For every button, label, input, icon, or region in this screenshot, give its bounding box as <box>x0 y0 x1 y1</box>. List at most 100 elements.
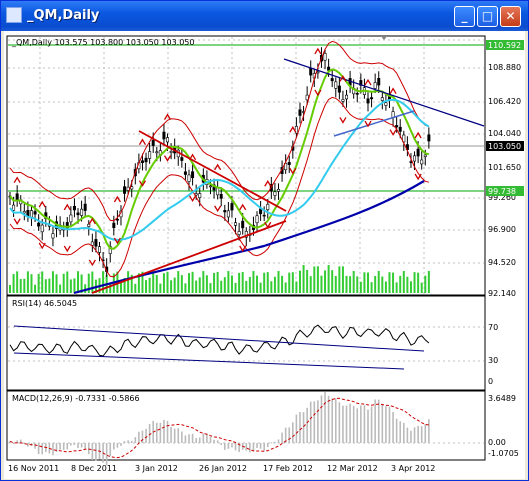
candle-body <box>420 159 424 165</box>
macd-histogram-bar <box>173 428 176 443</box>
volume-bar <box>270 281 273 293</box>
volume-bar <box>238 272 241 293</box>
candle-body <box>112 222 116 229</box>
fast-ma-line <box>9 68 430 250</box>
price-label: 106.420 <box>488 97 521 106</box>
macd-histogram-bar <box>216 440 219 443</box>
support-trendline <box>91 220 287 294</box>
price-chart[interactable]: _QM,Daily 103.575 103.800 103.050 103.05… <box>4 31 525 479</box>
volume-bar <box>298 270 301 293</box>
macd-histogram-bar <box>306 407 308 443</box>
macd-histogram-bar <box>159 422 162 443</box>
macd-histogram-bar <box>406 427 409 443</box>
macd-histogram-bar <box>84 443 86 449</box>
minimize-button[interactable]: _ <box>454 6 475 27</box>
macd-histogram-bar <box>259 443 262 449</box>
macd-histogram-bar <box>403 422 405 443</box>
candle-body <box>169 151 173 153</box>
volume-bar <box>220 280 223 293</box>
fractal-down-marker <box>364 120 372 128</box>
fractal-down-marker <box>414 173 422 181</box>
macd-histogram-bar <box>220 443 223 445</box>
volume-bar <box>55 274 58 293</box>
candle-body <box>94 239 98 247</box>
macd-histogram-bar <box>41 443 44 455</box>
macd-histogram-bar <box>270 442 273 444</box>
macd-histogram-bar <box>191 433 194 443</box>
macd-histogram-bar <box>80 443 83 448</box>
lower-level-tag <box>486 186 524 196</box>
volume-bar <box>341 266 344 293</box>
volume-bar <box>374 276 377 293</box>
candle-body <box>355 93 359 95</box>
volume-bar <box>273 276 276 293</box>
candle-body <box>151 139 155 146</box>
candle-body <box>323 53 327 61</box>
volume-bar <box>345 275 348 293</box>
maximize-button[interactable]: □ <box>477 6 498 27</box>
candle-body <box>276 188 280 192</box>
title-bar[interactable]: _QM,Daily _ □ ✕ <box>1 1 528 31</box>
candle-body <box>402 134 406 143</box>
volume-bar <box>363 272 366 293</box>
macd-histogram-bar <box>77 443 79 449</box>
macd-histogram-bar <box>231 443 233 448</box>
volume-bar <box>155 274 158 293</box>
volume-bar <box>288 272 291 293</box>
macd-histogram-bar <box>141 430 144 443</box>
volume-bar <box>44 279 47 293</box>
macd-histogram-bar <box>388 406 391 443</box>
macd-histogram-bar <box>138 431 140 443</box>
candle-body <box>305 94 309 101</box>
rsi-level-label: 0 <box>488 377 493 386</box>
macd-histogram-bar <box>327 395 330 443</box>
volume-bar <box>66 271 69 293</box>
candle-body <box>377 78 381 86</box>
volume-bar <box>388 272 391 293</box>
candle-body <box>37 222 41 227</box>
price-label: 108.880 <box>488 63 521 72</box>
macd-histogram-bar <box>130 440 133 443</box>
macd-histogram-bar <box>87 443 90 455</box>
volume-bar <box>170 280 173 293</box>
macd-histogram-bar <box>198 437 201 443</box>
macd-histogram-bar <box>302 412 305 443</box>
volume-bar <box>162 273 165 293</box>
current-price-label: 103.050 <box>488 142 521 151</box>
fractal-up-marker <box>339 75 347 82</box>
candle-body <box>29 210 33 218</box>
volume-bar <box>123 277 126 293</box>
candle-body <box>398 126 402 132</box>
volume-bar <box>30 274 33 293</box>
volume-bar <box>23 278 26 293</box>
volume-bar <box>392 272 395 293</box>
chart-area[interactable]: _QM,Daily 103.575 103.800 103.050 103.05… <box>4 31 525 479</box>
macd-histogram-bar <box>34 443 36 449</box>
macd-histogram-bar <box>352 405 355 443</box>
candle-body <box>234 222 238 226</box>
candle-body <box>244 231 248 238</box>
fractal-down-marker <box>214 205 222 213</box>
fractal-up-marker <box>88 217 96 225</box>
candle-body <box>166 137 170 143</box>
macd-histogram-bar <box>134 437 137 443</box>
candle-body <box>180 157 184 161</box>
candle-body <box>140 160 144 163</box>
volume-bar <box>281 275 284 293</box>
lower-band-line <box>9 96 430 278</box>
chart-shift-marker[interactable] <box>380 35 388 40</box>
fractal-up-marker <box>264 179 272 187</box>
close-button[interactable]: ✕ <box>500 6 521 27</box>
fractal-down-marker <box>88 259 96 267</box>
candle-body <box>427 134 431 142</box>
macd-histogram-bar <box>274 441 276 443</box>
macd-histogram-bar <box>238 443 240 453</box>
candle-body <box>262 214 266 217</box>
main-info-text: _QM,Daily 103.575 103.800 103.050 103.05… <box>11 38 194 47</box>
macd-histogram-bar <box>313 401 316 443</box>
macd-histogram-bar <box>367 409 369 443</box>
candle-body <box>294 125 298 134</box>
macd-histogram-bar <box>12 442 15 444</box>
price-label: 94.520 <box>488 258 516 267</box>
